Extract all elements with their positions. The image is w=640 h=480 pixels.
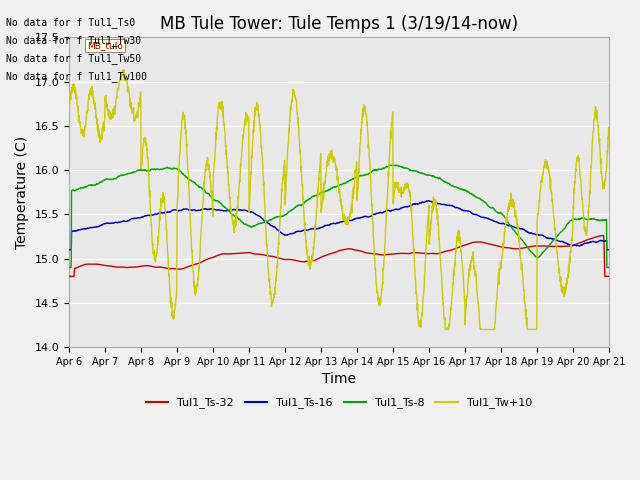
X-axis label: Time: Time (322, 372, 356, 386)
Y-axis label: Temperature (C): Temperature (C) (15, 136, 29, 249)
Text: No data for f Tul1_Tw30: No data for f Tul1_Tw30 (6, 35, 141, 46)
Text: No data for f Tul1_Ts0: No data for f Tul1_Ts0 (6, 17, 136, 28)
Text: MB_tulo: MB_tulo (87, 41, 123, 50)
Text: No data for f Tul1_Tw100: No data for f Tul1_Tw100 (6, 72, 147, 83)
Text: No data for f Tul1_Tw50: No data for f Tul1_Tw50 (6, 53, 141, 64)
Legend: Tul1_Ts-32, Tul1_Ts-16, Tul1_Ts-8, Tul1_Tw+10: Tul1_Ts-32, Tul1_Ts-16, Tul1_Ts-8, Tul1_… (141, 393, 536, 413)
Title: MB Tule Tower: Tule Temps 1 (3/19/14-now): MB Tule Tower: Tule Temps 1 (3/19/14-now… (160, 15, 518, 33)
